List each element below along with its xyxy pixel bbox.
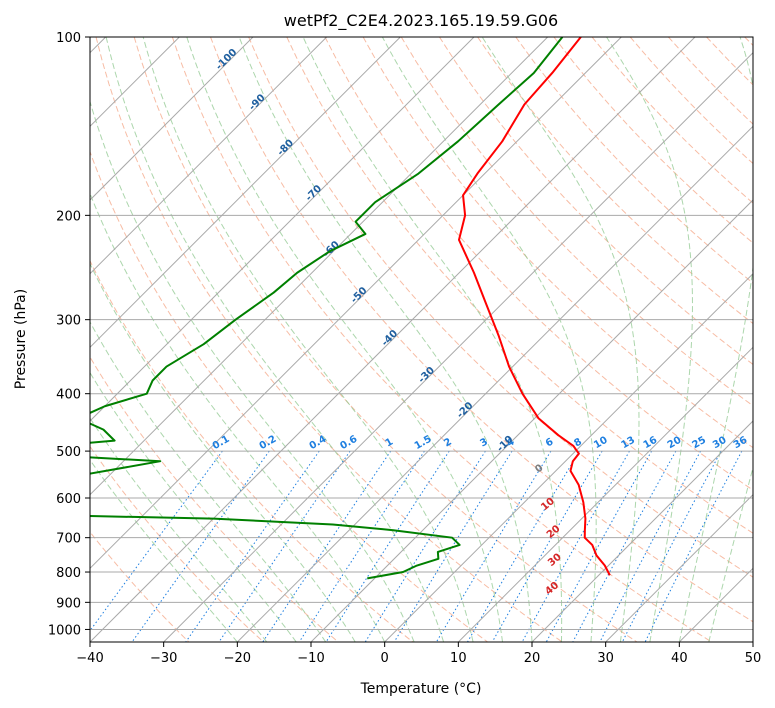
x-tick-label: 20 [524, 651, 541, 666]
dry-adiabat-line [400, 37, 753, 407]
moist-adiabat-line [302, 37, 563, 642]
isotherm-line [90, 37, 549, 496]
y-tick-label: 300 [56, 314, 81, 329]
moist-adiabat-line [90, 459, 238, 642]
x-tick-label: −10 [297, 651, 324, 666]
dry-adiabat-line [439, 37, 753, 366]
y-tick-label: 100 [56, 31, 81, 46]
chart-title: wetPf2_C2E4.2023.165.19.59.G06 [284, 11, 558, 31]
x-tick-label: 0 [381, 651, 389, 666]
isotherm-line [90, 37, 696, 642]
series-layer [90, 37, 611, 580]
moist-adiabat-line [90, 192, 386, 642]
x-axis-label: Temperature (°C) [360, 681, 482, 697]
isotherm-line [236, 125, 753, 642]
moist-adiabat-line [105, 37, 445, 642]
moist-adiabat-line [238, 37, 533, 642]
isotherm-line [90, 37, 328, 275]
x-tick-label: −40 [76, 651, 103, 666]
y-tick-label: 600 [56, 492, 81, 507]
dry-adiabat-line [362, 37, 753, 449]
moist-adiabat-line [90, 262, 356, 642]
y-tick-label: 900 [56, 596, 81, 611]
x-tick-label: 40 [671, 651, 688, 666]
isotherm-line [604, 493, 753, 642]
y-tick-label: 1000 [48, 623, 81, 638]
tick-layer: −40 −30 −20 −10 0 10 20 30 40 50 100 200 300 400 500 60… [48, 31, 761, 666]
moist-adiabat-line [481, 37, 640, 642]
isotherm-line [531, 420, 753, 642]
x-tick-label: −20 [224, 651, 251, 666]
plot-frame [89, 36, 754, 643]
moist-adiabat-line [678, 37, 753, 642]
moist-adiabat-line [90, 371, 297, 642]
dry-adiabat-line [286, 37, 753, 534]
moist-adiabat-line [186, 37, 504, 642]
isotherm-line [162, 51, 753, 642]
isotherm-line [310, 199, 753, 642]
x-tick-label: 10 [450, 651, 467, 666]
moist-adiabat-line [90, 417, 268, 642]
isotherm-line [457, 346, 753, 642]
isotherm-line [90, 37, 254, 201]
isotherm-line [90, 37, 622, 570]
moist-adiabat-line [381, 37, 597, 642]
moist-adiabat-line [90, 99, 415, 642]
isotherm-line [90, 37, 401, 349]
y-tick-label: 700 [56, 532, 81, 547]
dry-adiabat-line [477, 37, 753, 325]
moist-adiabat-line [142, 37, 474, 642]
isotherm-line [383, 272, 753, 642]
moist-adiabat-line [606, 37, 693, 642]
mixing-ratio-label: 8 [572, 436, 584, 449]
x-tick-label: 30 [597, 651, 614, 666]
y-tick-label: 400 [56, 388, 81, 403]
mixing-ratio-label: 3 [478, 436, 490, 449]
dry-adiabat-line [248, 37, 753, 578]
mixing-ratio-label: 1 [384, 436, 396, 449]
mixing-ratio-label: 6 [544, 436, 556, 449]
grid-layer [90, 37, 753, 642]
x-tick-label: −30 [150, 651, 177, 666]
x-tick-label: 50 [745, 651, 762, 666]
y-tick-label: 200 [56, 209, 81, 224]
y-tick-label: 500 [56, 445, 81, 460]
mixing-ratio-label: 2 [442, 436, 454, 449]
isotherm-line [90, 37, 475, 422]
y-axis-label: Pressure (hPa) [13, 289, 29, 389]
temperature-profile-line [457, 37, 611, 576]
y-tick-label: 800 [56, 566, 81, 581]
dewpoint-profile-line [90, 37, 564, 580]
mixing-ratio-label: 4 [505, 436, 517, 449]
plot-background [90, 37, 753, 642]
